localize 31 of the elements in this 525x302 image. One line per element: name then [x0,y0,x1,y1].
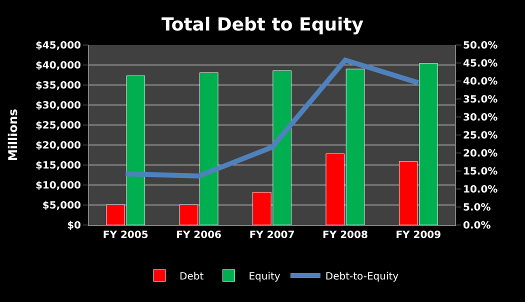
x-tick-label: FY 2006 [176,230,222,241]
y-tick-label: $30,000 [35,100,82,112]
y-tick-label: $35,000 [35,80,82,92]
y-tick-label: $5,000 [42,200,82,212]
chart-title: Total Debt to Equity [161,14,364,36]
x-tick-label: FY 2005 [102,230,148,241]
y2-tick-label: 30.0% [463,112,498,124]
y-tick-label: $0 [67,220,82,232]
y-tick-label: $20,000 [35,140,82,152]
y2-tick-label: 15.0% [463,166,498,178]
y2-tick-label: 10.0% [463,184,498,196]
y2-tick-label: 50.0% [463,40,498,52]
legend-label: Debt [180,271,204,282]
y2-tick-label: 45.0% [463,58,498,70]
y2-tick-label: 25.0% [463,130,498,142]
y2-tick-label: 20.0% [463,148,498,160]
legend-label: Equity [248,271,280,282]
y2-tick-label: 35.0% [463,94,498,106]
y-axis-title: Millions [6,108,20,162]
x-tick-label: FY 2008 [322,230,368,241]
x-tick-label: FY 2009 [396,230,442,241]
x-tick-label: FY 2007 [249,230,295,241]
y-tick-label: $45,000 [35,40,82,52]
y-tick-label: $15,000 [35,160,82,172]
legend-label: Debt-to-Equity [325,271,399,282]
y2-tick-label: 0.0% [463,220,491,232]
y-tick-label: $40,000 [35,60,82,72]
y2-tick-label: 5.0% [463,202,491,214]
y2-tick-label: 40.0% [463,76,498,88]
y-tick-label: $10,000 [35,180,82,192]
y-tick-label: $25,000 [35,120,82,132]
